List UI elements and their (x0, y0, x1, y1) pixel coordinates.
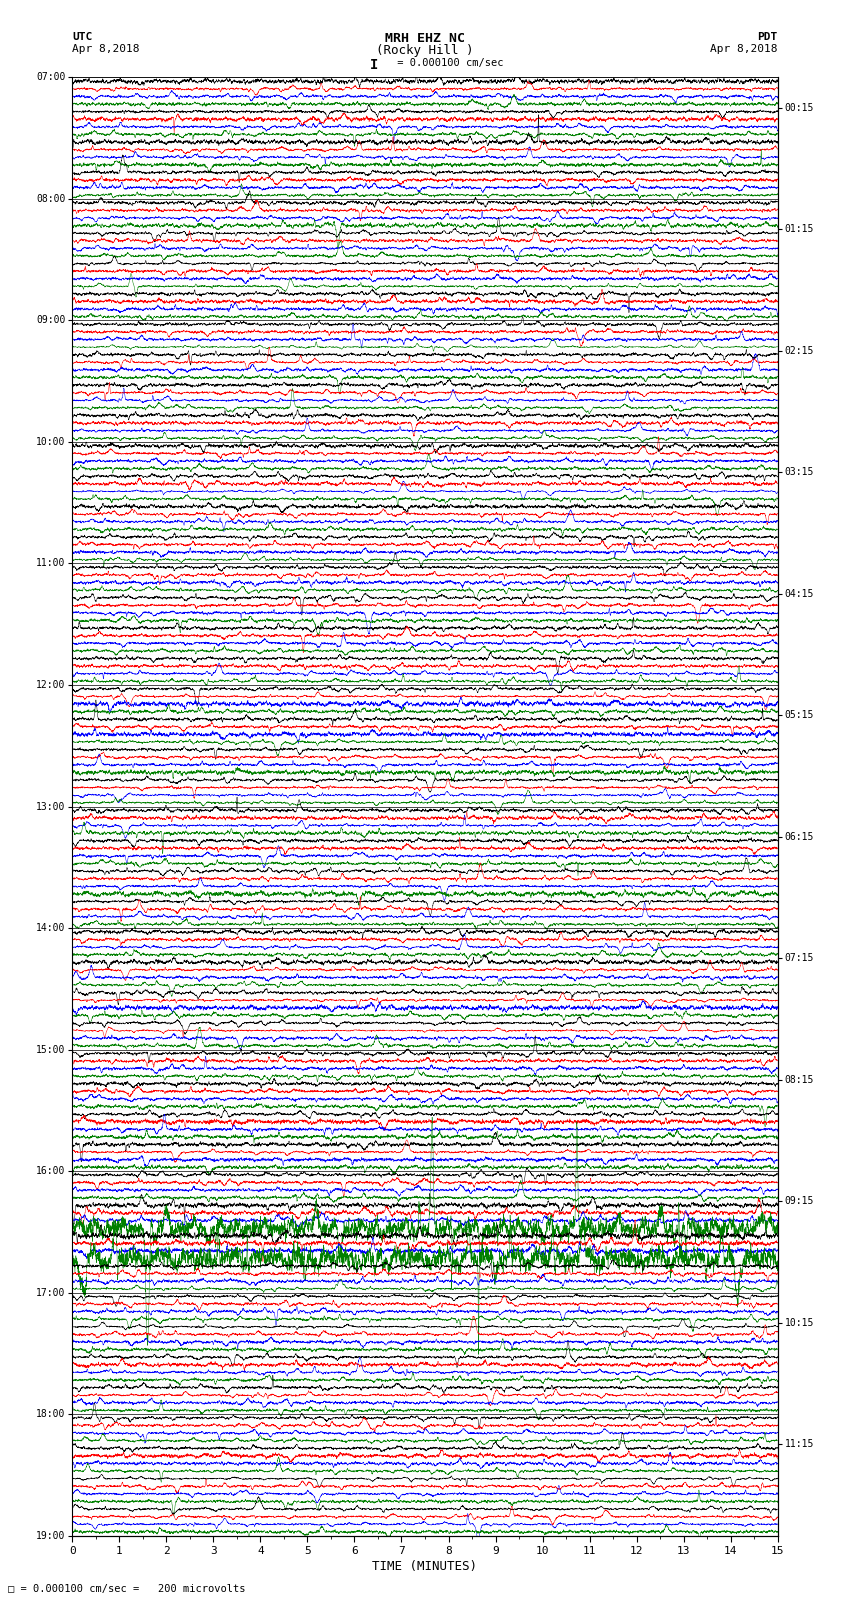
Text: I: I (370, 58, 378, 73)
Text: Apr 8,2018: Apr 8,2018 (711, 44, 778, 53)
Text: = 0.000100 cm/sec: = 0.000100 cm/sec (391, 58, 503, 68)
Text: □ = 0.000100 cm/sec =   200 microvolts: □ = 0.000100 cm/sec = 200 microvolts (8, 1584, 246, 1594)
Text: Apr 8,2018: Apr 8,2018 (72, 44, 139, 53)
Text: MRH EHZ NC: MRH EHZ NC (385, 32, 465, 45)
Text: PDT: PDT (757, 32, 778, 42)
X-axis label: TIME (MINUTES): TIME (MINUTES) (372, 1560, 478, 1573)
Text: UTC: UTC (72, 32, 93, 42)
Text: (Rocky Hill ): (Rocky Hill ) (377, 44, 473, 56)
